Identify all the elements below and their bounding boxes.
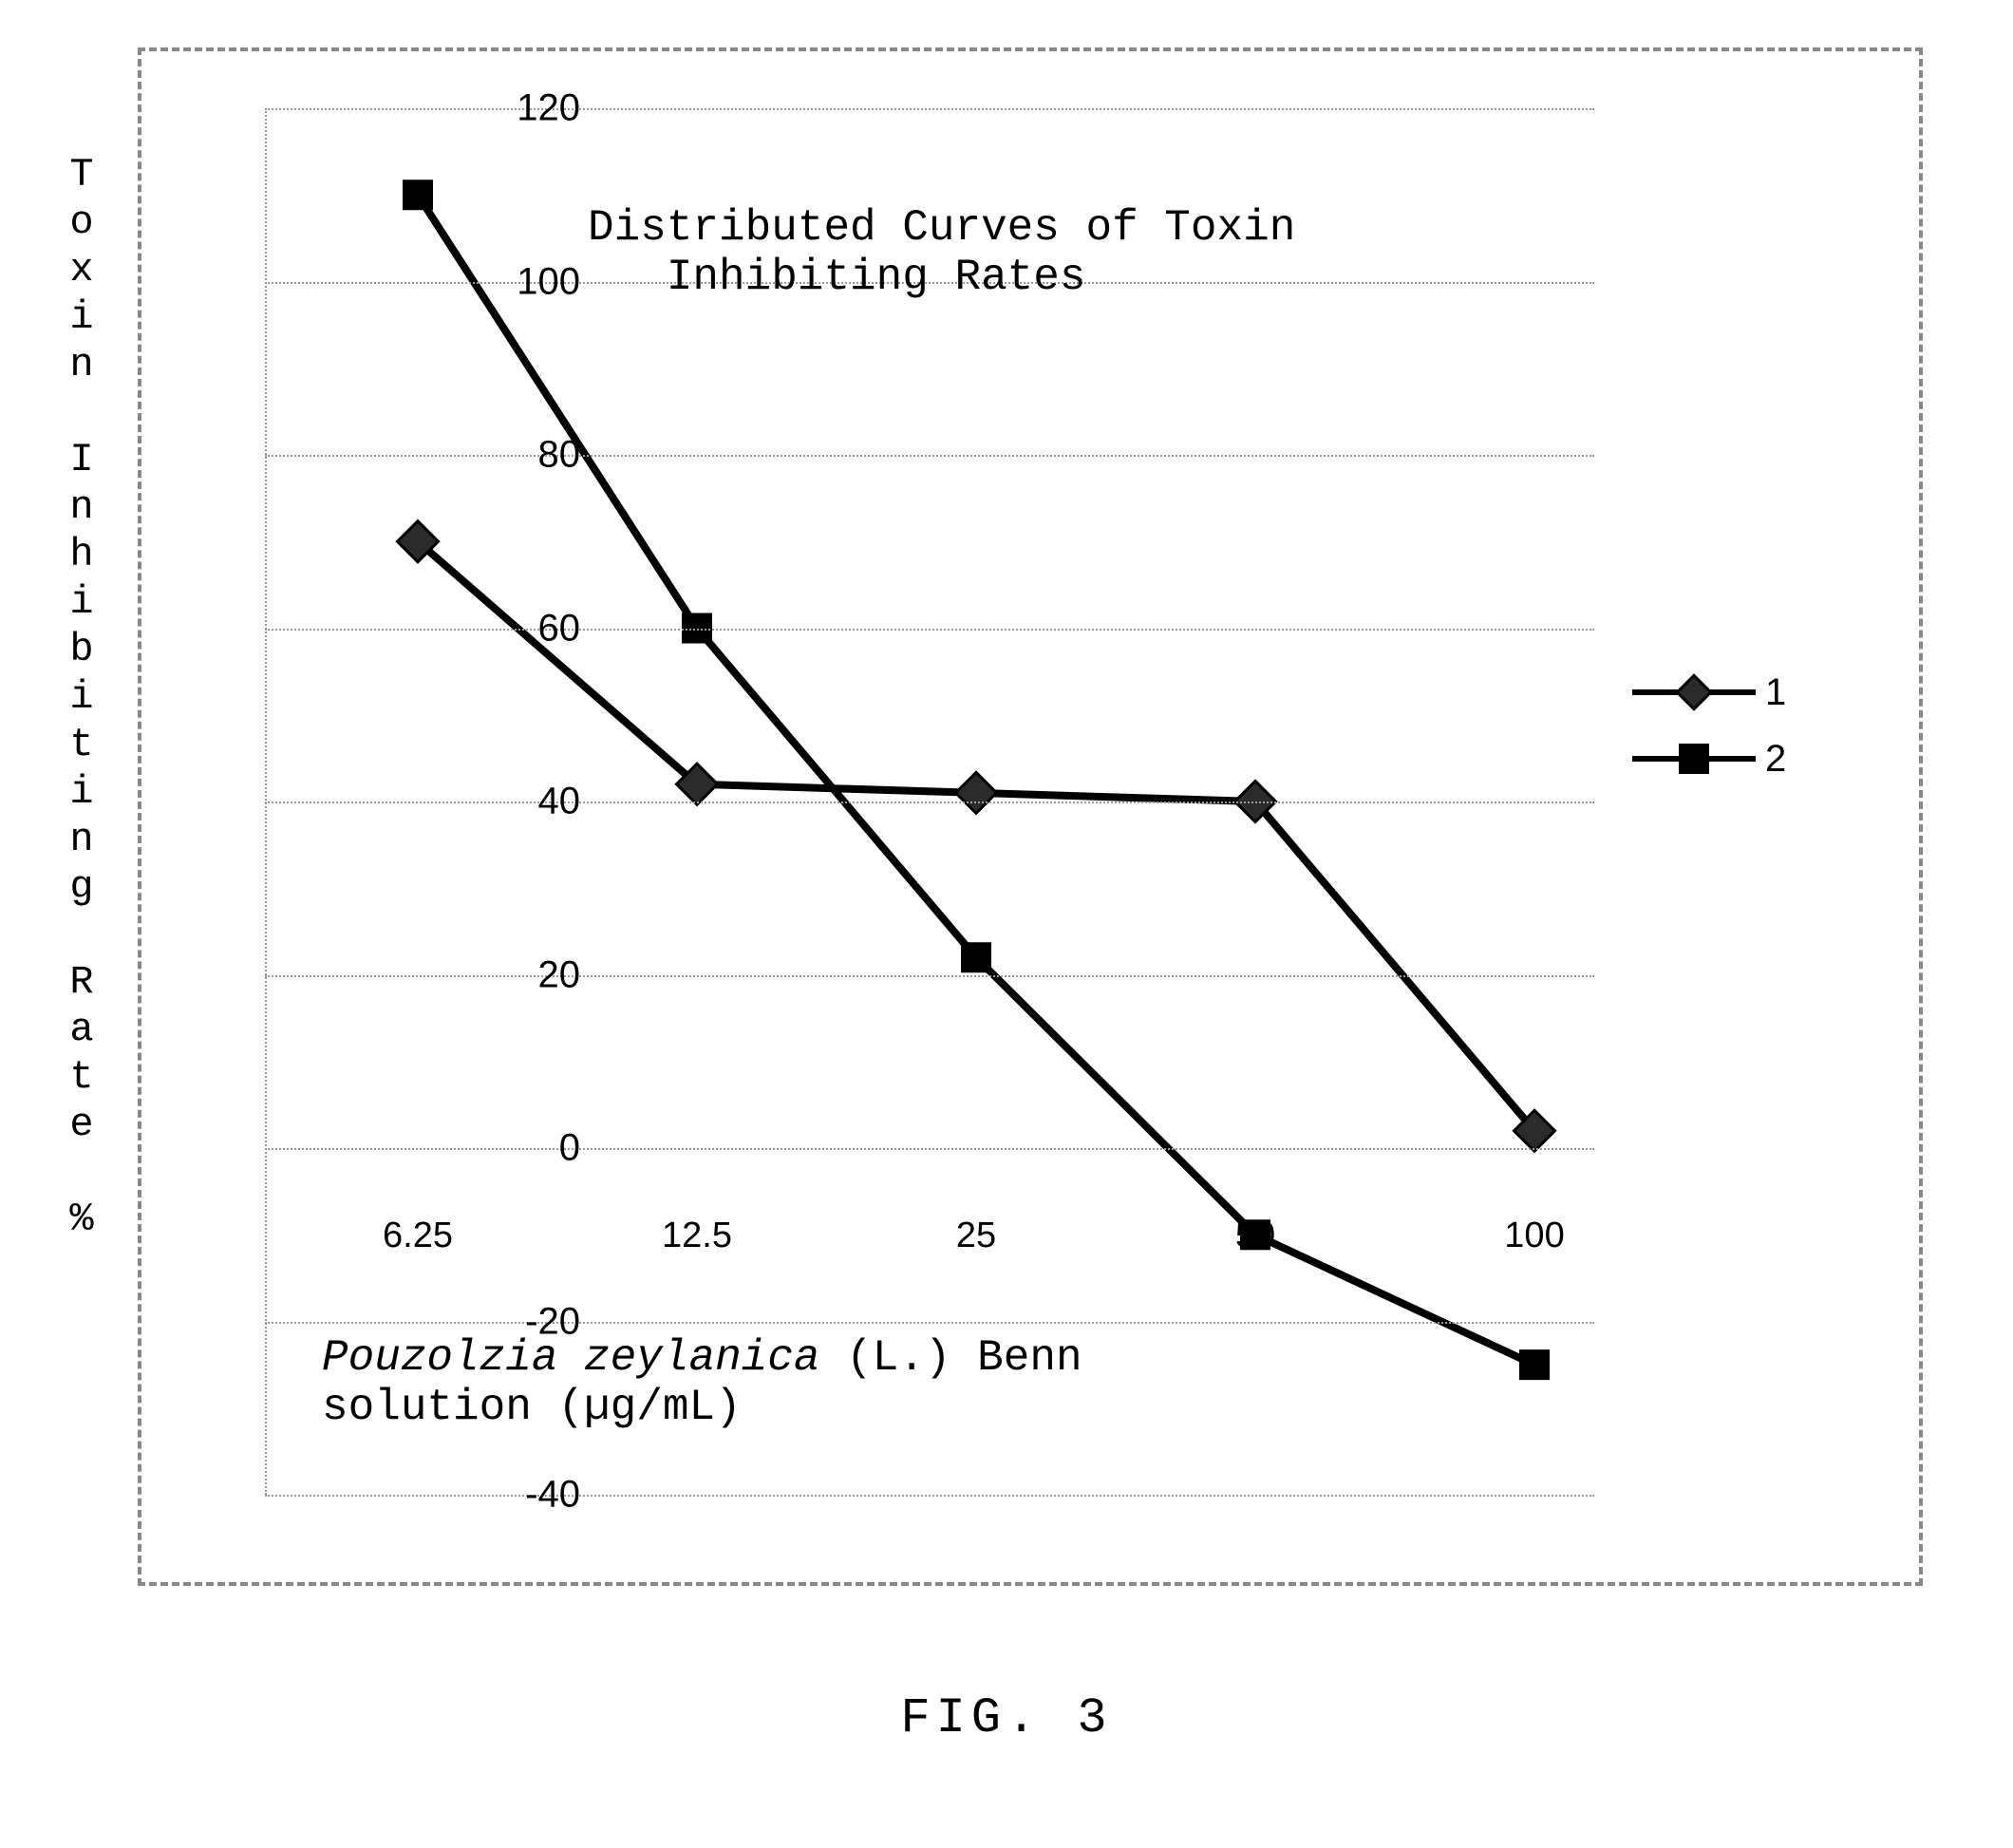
chart-title: Distributed Curves of Toxin Inhibiting R… [588,203,1295,302]
square-marker-icon [1679,744,1709,774]
gridline [265,975,1594,977]
diamond-marker-icon [955,772,996,813]
gridline [265,1495,1594,1497]
diamond-marker-icon [1675,673,1713,711]
x-axis-title: Pouzolzia zeylanica (L.) Bennsolution (µ… [322,1333,1082,1432]
y-tick-label: 60 [485,607,580,650]
x-tick-label: 12.5 [662,1216,732,1256]
x-tick-label: 25 [956,1216,996,1256]
gridline [265,455,1594,457]
legend: 12 [1632,659,1898,792]
square-marker-icon [961,942,991,972]
legend-item: 2 [1632,726,1898,792]
legend-label: 2 [1765,738,1786,781]
square-marker-icon [403,179,433,210]
square-marker-icon [1519,1349,1550,1380]
gridline [265,108,1594,110]
y-tick-label: -40 [485,1474,580,1517]
y-tick-label: -20 [485,1300,580,1343]
legend-item: 1 [1632,659,1898,726]
gridline [265,629,1594,631]
plot-area [265,108,1594,1495]
chart-outer-box: Distributed Curves of Toxin Inhibiting R… [138,47,1923,1586]
x-tick-label: 50 [1235,1216,1275,1256]
legend-line-sample [1632,673,1756,711]
gridline [265,1322,1594,1324]
y-tick-label: 120 [485,87,580,130]
x-tick-label: 100 [1504,1216,1564,1256]
figure-caption: FIG. 3 [47,1690,1966,1746]
x-tick-label: 6.25 [383,1216,453,1256]
y-axis-title: Toxin Inhibiting Rate % [47,152,104,1292]
y-tick-label: 20 [485,953,580,996]
gridline [265,1148,1594,1150]
y-tick-label: 100 [485,260,580,303]
legend-line-sample [1632,740,1756,778]
y-tick-label: 0 [485,1127,580,1170]
gridline [265,801,1594,803]
legend-label: 1 [1765,671,1786,714]
y-tick-label: 40 [485,781,580,823]
y-tick-label: 80 [485,434,580,477]
figure-wrap: Toxin Inhibiting Rate % Distributed Curv… [47,47,1966,1746]
